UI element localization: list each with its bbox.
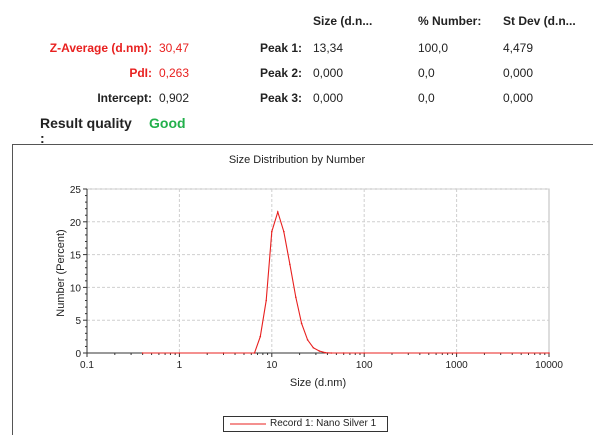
data-point xyxy=(363,352,366,354)
data-point xyxy=(306,339,309,341)
data-point xyxy=(455,352,458,354)
intercept-value: 0,902 xyxy=(159,91,190,105)
z-average-value: 30,47 xyxy=(159,41,190,55)
data-point xyxy=(141,352,144,354)
x-tick-label: 0.1 xyxy=(80,360,94,371)
peak-2-number: 0,0 xyxy=(418,66,435,80)
x-tick-label: 10 xyxy=(266,360,278,371)
data-point xyxy=(342,352,345,354)
y-tick-label: 15 xyxy=(70,251,82,262)
peak-3-size: 0,000 xyxy=(313,91,344,105)
plot-area xyxy=(86,188,550,354)
peak-2-stdev: 0,000 xyxy=(503,66,534,80)
data-point xyxy=(253,352,256,354)
data-point xyxy=(295,296,297,299)
header-stdev: St Dev (d.n... xyxy=(503,14,576,28)
result-quality-value: Good xyxy=(149,115,186,131)
x-tick-label: 100 xyxy=(356,360,373,371)
data-point xyxy=(271,230,273,233)
x-tick-label: 10000 xyxy=(535,360,563,371)
result-quality-colon: : xyxy=(40,130,45,146)
data-point xyxy=(312,346,315,349)
peak-2-size: 0,000 xyxy=(313,66,344,80)
y-tick-label: 25 xyxy=(70,185,82,196)
peak-3-number: 0,0 xyxy=(418,91,435,105)
legend-swatch xyxy=(230,423,266,425)
peak-3-label: Peak 3: xyxy=(259,91,302,105)
peak-1-number: 100,0 xyxy=(418,41,449,55)
header-number: % Number: xyxy=(418,14,482,28)
peak-1-size: 13,34 xyxy=(313,41,344,55)
data-point xyxy=(178,352,181,354)
data-point xyxy=(222,352,225,354)
peak-2-label: Peak 2: xyxy=(259,66,302,80)
data-point xyxy=(265,299,268,302)
data-point xyxy=(283,230,285,233)
data-point xyxy=(259,335,262,338)
peak-1-label: Peak 1: xyxy=(259,41,302,55)
y-axis-label: Number (Percent) xyxy=(55,229,67,316)
x-axis-label: Size (d.nm) xyxy=(290,377,346,389)
y-tick-label: 0 xyxy=(75,349,81,360)
x-tick-label: 1000 xyxy=(445,360,468,371)
chart-title: Size Distribution by Number xyxy=(229,154,366,166)
data-point xyxy=(330,352,333,354)
peak-3-stdev: 0,000 xyxy=(503,91,534,105)
intercept-label: Intercept: xyxy=(97,91,152,105)
legend: Record 1: Nano Silver 1 xyxy=(223,416,388,432)
chart-panel xyxy=(12,144,593,435)
x-tick-label: 1 xyxy=(177,360,183,371)
pdi-value: 0,263 xyxy=(159,66,190,80)
peak-1-stdev: 4,479 xyxy=(503,41,534,55)
series-line xyxy=(142,210,549,354)
y-tick-label: 10 xyxy=(70,283,82,294)
data-point xyxy=(548,352,550,354)
legend-entry: Record 1: Nano Silver 1 xyxy=(270,418,377,429)
result-quality-label: Result quality xyxy=(40,115,132,131)
header-size: Size (d.n... xyxy=(313,14,373,28)
data-point xyxy=(289,263,291,266)
data-point xyxy=(324,351,327,354)
y-tick-label: 20 xyxy=(70,218,82,229)
y-tick-label: 5 xyxy=(75,316,81,327)
data-point xyxy=(300,322,303,325)
data-point xyxy=(318,350,321,352)
pdi-label: PdI: xyxy=(129,66,152,80)
z-average-label: Z-Average (d.nm): xyxy=(49,41,152,55)
data-point xyxy=(276,211,279,213)
